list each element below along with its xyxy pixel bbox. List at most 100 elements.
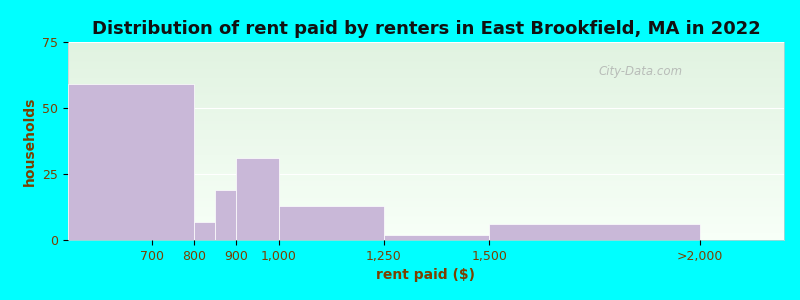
Bar (68, 220, 784, 221)
Bar (68, 130, 784, 131)
Bar (68, 178, 784, 179)
Bar (68, 195, 784, 196)
Bar (68, 143, 784, 145)
Bar (68, 77, 784, 78)
Bar (68, 62, 784, 63)
Bar (68, 90, 784, 91)
Bar (68, 57, 784, 58)
Bar (68, 76, 784, 77)
Bar (68, 142, 784, 143)
Bar (68, 87, 784, 88)
Bar (68, 189, 784, 190)
Bar (68, 123, 784, 124)
Bar (68, 97, 784, 98)
Bar (68, 230, 784, 231)
Bar (68, 50, 784, 51)
Bar (68, 185, 784, 186)
Bar (68, 131, 784, 133)
Bar (68, 99, 784, 100)
Bar (68, 73, 784, 74)
Bar (68, 171, 784, 172)
Bar (68, 68, 784, 69)
Bar (68, 55, 784, 56)
Bar (68, 177, 784, 178)
Bar (68, 216, 784, 217)
Bar (68, 118, 784, 119)
Bar (68, 169, 784, 170)
Bar (68, 111, 784, 112)
Bar (68, 48, 784, 49)
Bar (68, 139, 784, 140)
Bar (68, 200, 784, 201)
Bar (68, 81, 784, 82)
Bar (68, 64, 784, 65)
Bar (68, 71, 784, 72)
Bar (68, 225, 784, 226)
Bar (68, 115, 784, 116)
Bar (68, 80, 784, 81)
Bar (68, 114, 784, 115)
Bar (68, 51, 784, 52)
Bar (68, 84, 784, 85)
Bar (68, 210, 784, 211)
Bar (68, 201, 784, 202)
Bar (68, 101, 784, 102)
Bar (68, 116, 784, 117)
Bar (68, 199, 784, 200)
Bar (68, 66, 784, 67)
Bar (68, 70, 784, 71)
Bar (68, 106, 784, 107)
Bar (68, 61, 784, 62)
Bar (68, 155, 784, 156)
Bar (68, 233, 784, 234)
Bar (68, 78, 784, 79)
Bar (68, 222, 784, 223)
Bar (68, 149, 784, 151)
Bar (68, 207, 784, 208)
Bar (68, 136, 784, 137)
Bar (194, 221, 215, 240)
Bar (68, 213, 784, 214)
Bar (68, 129, 784, 130)
Bar (68, 79, 784, 80)
Bar (68, 231, 784, 232)
Bar (68, 226, 784, 227)
Bar (68, 102, 784, 103)
Bar (68, 108, 784, 109)
Bar (384, 235, 489, 240)
Bar (68, 91, 784, 92)
Bar (68, 238, 784, 239)
Bar (68, 54, 784, 55)
Bar (215, 190, 237, 240)
Bar (68, 67, 784, 68)
Bar (68, 176, 784, 177)
Bar (68, 208, 784, 209)
Bar (68, 148, 784, 149)
Bar (68, 217, 784, 218)
Bar (68, 145, 784, 146)
Bar (68, 205, 784, 206)
Bar (68, 56, 784, 57)
Bar (68, 211, 784, 212)
Bar (68, 181, 784, 182)
Bar (68, 158, 784, 159)
Bar (68, 180, 784, 181)
Bar (68, 156, 784, 158)
Bar (68, 58, 784, 59)
Bar (68, 197, 784, 198)
Bar (68, 165, 784, 166)
Bar (68, 206, 784, 207)
Bar (68, 209, 784, 210)
Bar (68, 196, 784, 197)
Bar (68, 42, 784, 43)
Bar (68, 100, 784, 101)
Bar (68, 218, 784, 219)
Bar (68, 120, 784, 121)
Bar (68, 47, 784, 48)
Bar (68, 232, 784, 233)
Bar (68, 237, 784, 238)
Bar (68, 75, 784, 76)
Bar (68, 203, 784, 204)
Title: Distribution of rent paid by renters in East Brookfield, MA in 2022: Distribution of rent paid by renters in … (92, 20, 760, 38)
Bar (68, 92, 784, 93)
